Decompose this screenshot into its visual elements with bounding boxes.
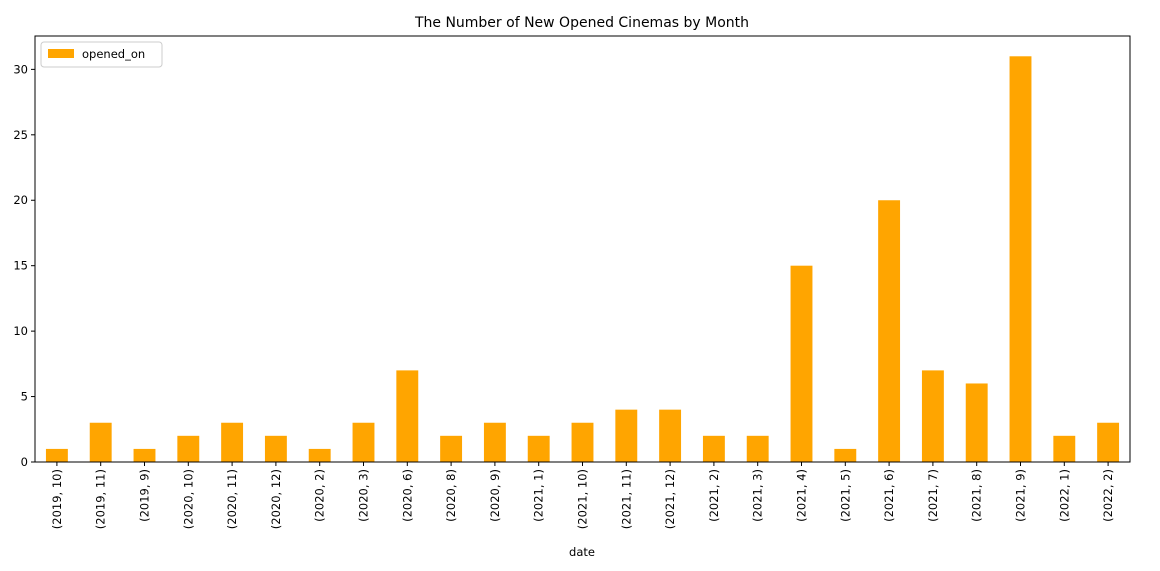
x-tick-label-5: (2020, 12) — [269, 469, 283, 529]
x-tick-label-16: (2021, 3) — [751, 469, 765, 522]
y-tick-label-5: 25 — [13, 128, 28, 142]
x-tick-label-19: (2021, 6) — [882, 469, 896, 522]
legend-box — [40, 41, 163, 68]
legend-label: opened_on — [82, 47, 145, 61]
x-tick-label-12: (2021, 10) — [576, 469, 590, 529]
x-axis-label: date — [569, 545, 595, 559]
bar-17 — [790, 265, 813, 462]
bar-6 — [308, 448, 331, 462]
bar-15 — [702, 435, 725, 462]
x-tick-label-4: (2020, 11) — [225, 469, 239, 529]
x-tick-label-9: (2020, 8) — [444, 469, 458, 522]
bar-11 — [527, 435, 550, 462]
y-tick-label-6: 30 — [13, 62, 28, 76]
x-tick-label-0: (2019, 10) — [50, 469, 64, 529]
bar-8 — [396, 370, 419, 462]
bar-24 — [1097, 422, 1120, 462]
x-tick-label-21: (2021, 8) — [970, 469, 984, 522]
x-tick-label-7: (2020, 3) — [357, 469, 371, 522]
x-tick-label-13: (2021, 11) — [619, 469, 633, 529]
x-tick-label-1: (2019, 11) — [94, 469, 108, 529]
y-tick-label-2: 10 — [13, 324, 28, 338]
x-tick-label-18: (2021, 5) — [838, 469, 852, 522]
bar-16 — [746, 435, 769, 462]
x-tick-label-23: (2022, 1) — [1057, 469, 1071, 522]
bar-19 — [878, 200, 901, 462]
bar-7 — [352, 422, 375, 462]
plot-frame — [34, 35, 1131, 463]
x-tick-label-24: (2022, 2) — [1101, 469, 1115, 522]
y-tick-label-1: 5 — [21, 390, 28, 404]
bar-0 — [45, 448, 68, 462]
y-axis: 0 5 10 15 20 25 30 — [13, 62, 35, 469]
bar-22 — [1009, 56, 1032, 462]
bar-10 — [483, 422, 506, 462]
y-tick-label-4: 20 — [13, 193, 28, 207]
x-tick-label-3: (2020, 10) — [181, 469, 195, 529]
x-tick-label-20: (2021, 7) — [926, 469, 940, 522]
bar-20 — [921, 370, 944, 462]
x-tick-label-22: (2021, 9) — [1014, 469, 1028, 522]
bar-12 — [571, 422, 594, 462]
x-tick-label-10: (2020, 9) — [488, 469, 502, 522]
bar-4 — [221, 422, 244, 462]
x-tick-label-14: (2021, 12) — [663, 469, 677, 529]
x-tick-label-15: (2021, 2) — [707, 469, 721, 522]
bar-1 — [89, 422, 112, 462]
bar-23 — [1053, 435, 1076, 462]
bar-14 — [659, 409, 682, 462]
x-tick-label-2: (2019, 9) — [138, 469, 152, 522]
y-tick-label-0: 0 — [21, 455, 28, 469]
legend-swatch — [48, 49, 74, 58]
chart-title: The Number of New Opened Cinemas by Mont… — [414, 15, 749, 31]
bar-13 — [615, 409, 638, 462]
legend: opened_on — [40, 41, 163, 68]
bar-5 — [264, 435, 287, 462]
bar-21 — [965, 383, 988, 462]
x-tick-label-17: (2021, 4) — [795, 469, 809, 522]
y-tick-label-3: 15 — [13, 259, 28, 273]
bar-3 — [177, 435, 200, 462]
bars-layer — [45, 56, 1120, 462]
bar-2 — [133, 448, 156, 462]
x-tick-label-8: (2020, 6) — [400, 469, 414, 522]
bar-9 — [440, 435, 463, 462]
bar-18 — [834, 448, 857, 462]
x-axis: (2019, 10) (2019, 11) (2019, 9) (2020, 10) (… — [50, 462, 1115, 529]
x-tick-label-11: (2021, 1) — [532, 469, 546, 522]
x-tick-label-6: (2020, 2) — [313, 469, 327, 522]
